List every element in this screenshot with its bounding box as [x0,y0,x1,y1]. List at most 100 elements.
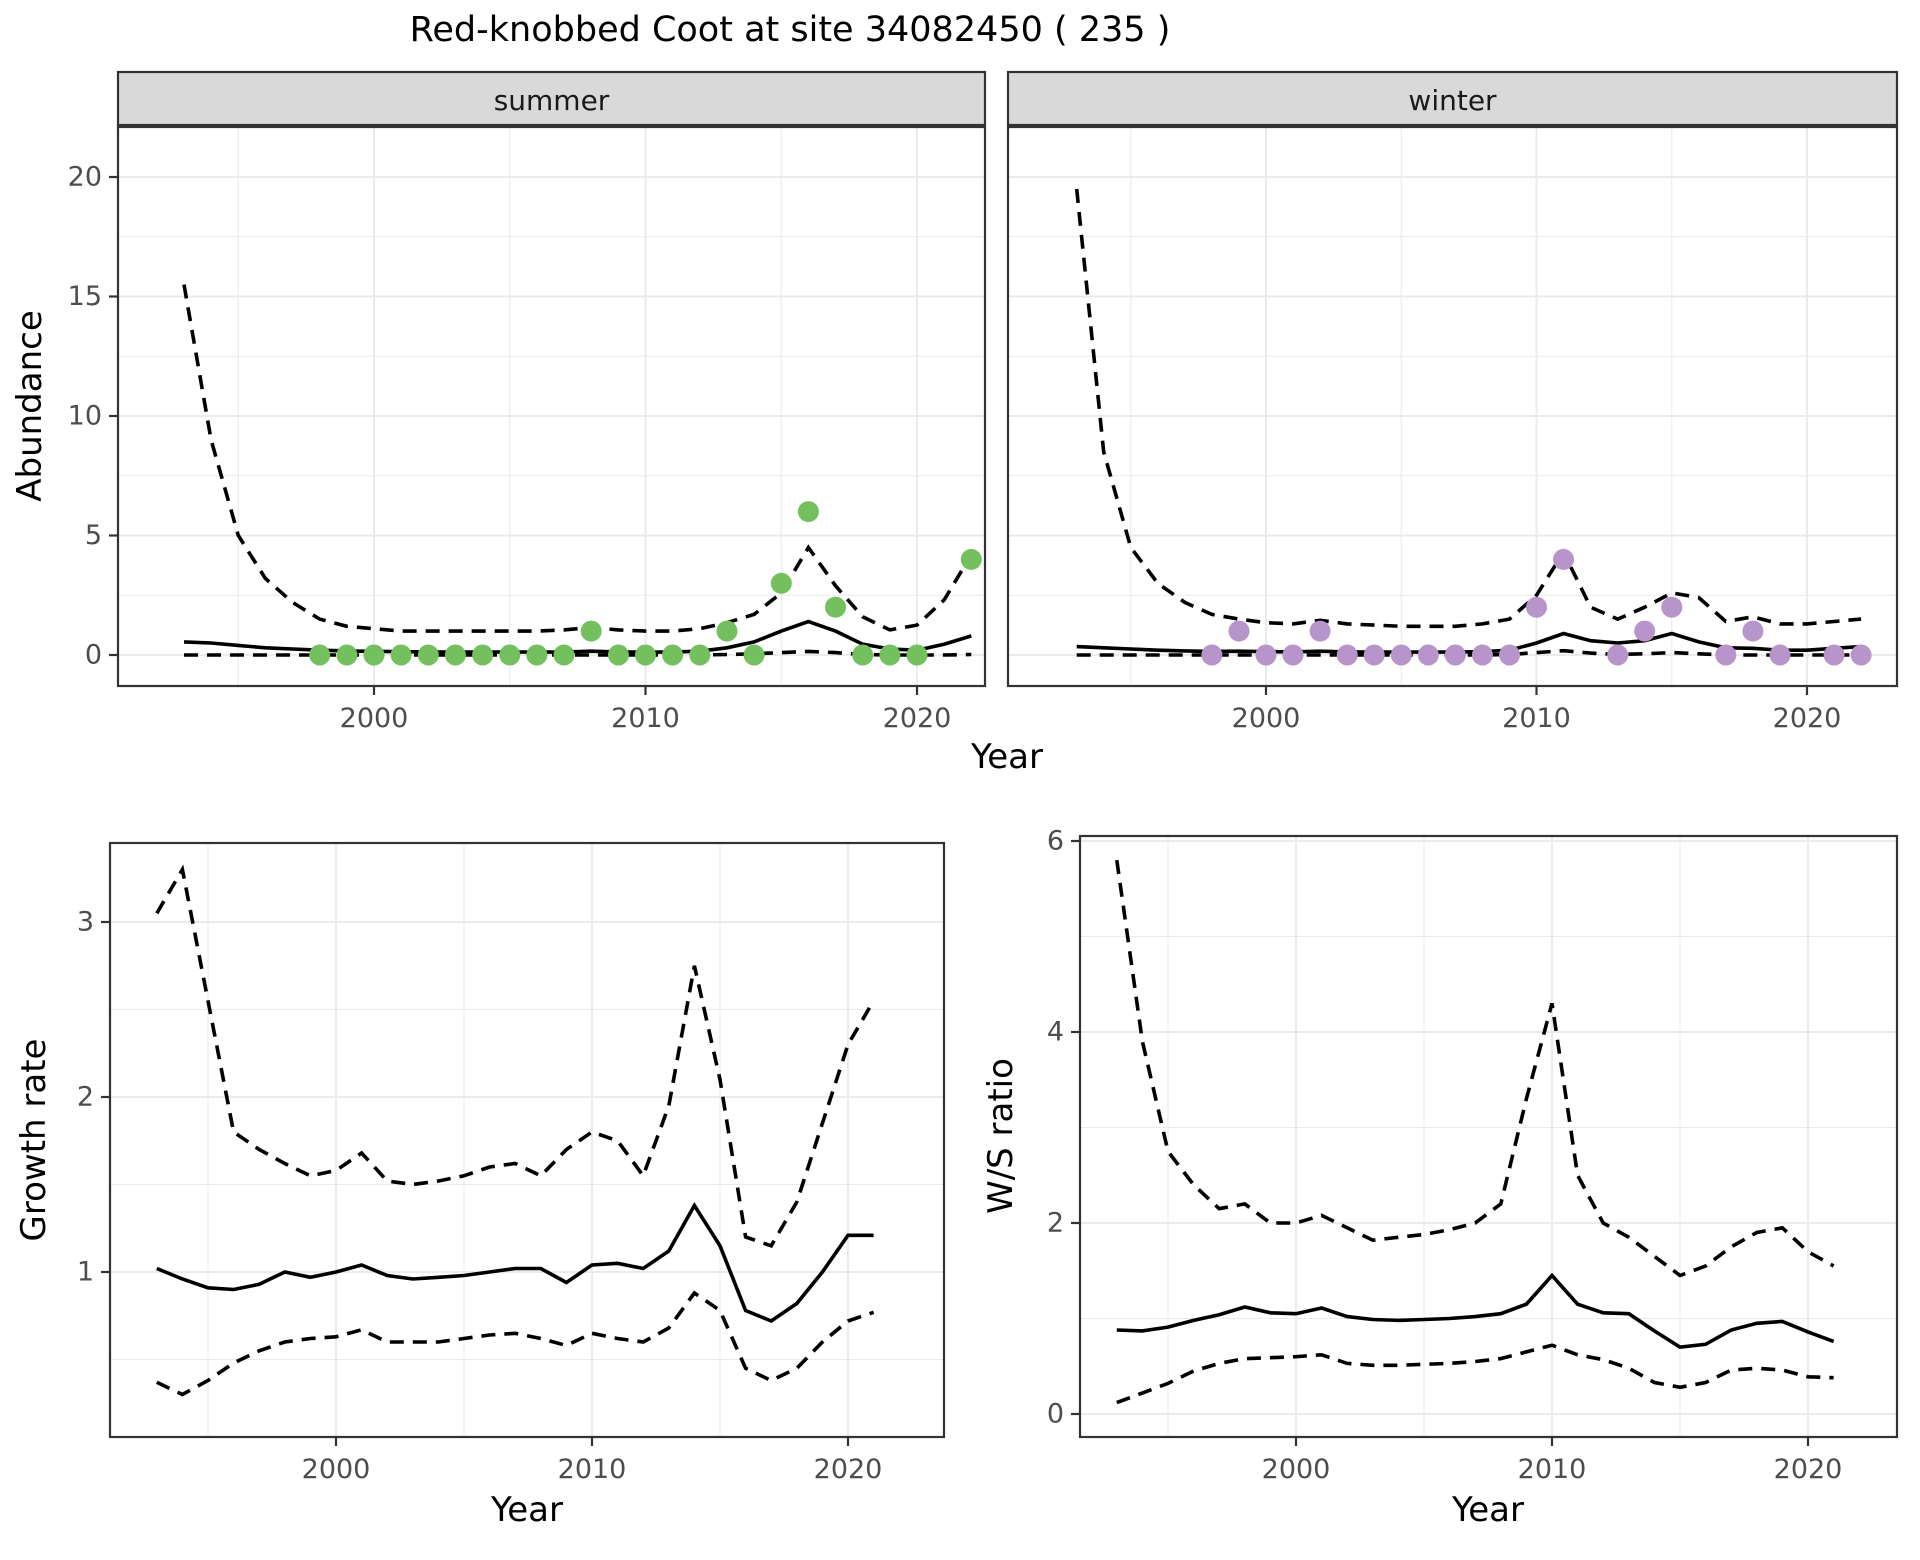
observed-points [309,501,982,666]
observed-point [825,596,846,618]
observed-point [336,644,358,666]
ci-upper-line [1074,188,1862,629]
series-group [155,864,876,1397]
observed-point [770,572,792,594]
observed-point [662,644,684,666]
series-group [1074,188,1872,666]
y-tick-label: 2 [77,1082,94,1113]
x-tick-label: 2010 [1502,703,1571,734]
observed-point [1201,644,1223,666]
observed-points [1201,548,1872,666]
observed-point [1499,644,1520,666]
observed-point [1444,644,1466,666]
y-tick-label: 5 [85,520,102,551]
observed-point [1850,644,1872,666]
facet-strip [116,70,987,127]
gridlines [110,843,944,1437]
observed-point [1309,620,1331,642]
panel-growth: 2000 2010 2020 1 2 3 [77,841,946,1485]
observed-point [960,548,982,570]
observed-point [1526,596,1547,618]
observed-point [1390,644,1412,666]
x-tick-label: 2000 [302,1454,371,1485]
observed-point [1742,620,1764,642]
ci-upper-line [155,864,876,1248]
observed-point [1553,548,1574,570]
observed-point [906,644,928,666]
observed-point [472,644,494,666]
observed-point [797,501,819,523]
x-tick-label: 2010 [611,703,680,734]
ws-y-axis-title: W/S ratio [981,1058,1021,1214]
ws-x-axis-title: Year [1452,1490,1524,1530]
x-tick-label: 2020 [1774,1454,1843,1485]
y-tick-label: 6 [1047,826,1064,857]
observed-point [309,644,331,666]
growth-y-axis-title: Growth rate [14,1038,54,1242]
y-tick-label: 3 [77,907,94,938]
y-tick-label: 0 [1047,1399,1064,1430]
observed-point [580,620,602,642]
observed-point [1607,644,1629,666]
observed-point [553,644,575,666]
x-tick-label: 2010 [1518,1454,1587,1485]
observed-point [1417,644,1439,666]
panel-background [118,127,985,686]
series-group [182,284,982,666]
top-x-axis-title: Year [971,737,1043,777]
gridlines [1080,836,1897,1437]
observed-point [1336,644,1358,666]
observed-point [1823,644,1845,666]
y-tick-label: 0 [85,640,102,671]
ci-lower-line [184,649,972,657]
panel-border [1006,125,1899,688]
observed-point [1661,596,1683,618]
panel-summer: summer 2000 2010 2020 0 5 10 15 20 [68,70,987,734]
observed-point [1769,644,1791,666]
mean-line [156,1201,874,1324]
y-tick-label: 2 [1047,1208,1064,1239]
series-group [1115,859,1835,1405]
chart-title: Red-knobbed Coot at site 34082450 ( 235 … [409,10,1171,50]
abundance-y-axis-title: Abundance [10,310,50,502]
ci-upper-line [182,284,973,633]
facet-strip-label: summer [494,84,610,117]
observed-point [363,644,385,666]
observed-point [1363,644,1385,666]
x-tick-label: 2000 [340,703,409,734]
observed-point [743,644,765,666]
panel-border [1078,834,1899,1439]
observed-point [444,644,466,666]
x-tick-label: 2020 [1773,703,1842,734]
panel-background [1080,836,1897,1437]
observed-point [689,644,711,666]
x-tick-label: 2000 [1232,703,1301,734]
ci-lower-line [156,1290,875,1397]
observed-point [607,644,629,666]
observed-point [499,644,521,666]
x-tick-label: 2010 [558,1454,627,1485]
x-tick-label: 2020 [814,1454,883,1485]
observed-point [526,644,548,666]
x-tick-label: 2000 [1262,1454,1331,1485]
observed-point [1634,620,1656,642]
y-tick-label: 10 [68,401,102,432]
observed-point [879,644,901,666]
panel-ws: 2000 2010 2020 0 2 4 6 [1047,826,1899,1485]
y-tick-label: 4 [1047,1017,1064,1048]
observed-point [1228,620,1250,642]
facet-strip [1006,70,1899,127]
mean-line [1116,1272,1835,1350]
y-tick-label: 1 [77,1257,94,1288]
observed-point [1715,644,1737,666]
ci-upper-line [1115,859,1835,1278]
panel-border [116,125,987,688]
panel-background [110,843,944,1437]
facet-strip-label: winter [1408,84,1497,117]
observed-point [1255,644,1277,666]
observed-point [390,644,412,666]
x-tick-label: 2020 [883,703,952,734]
growth-x-axis-title: Year [491,1490,563,1530]
